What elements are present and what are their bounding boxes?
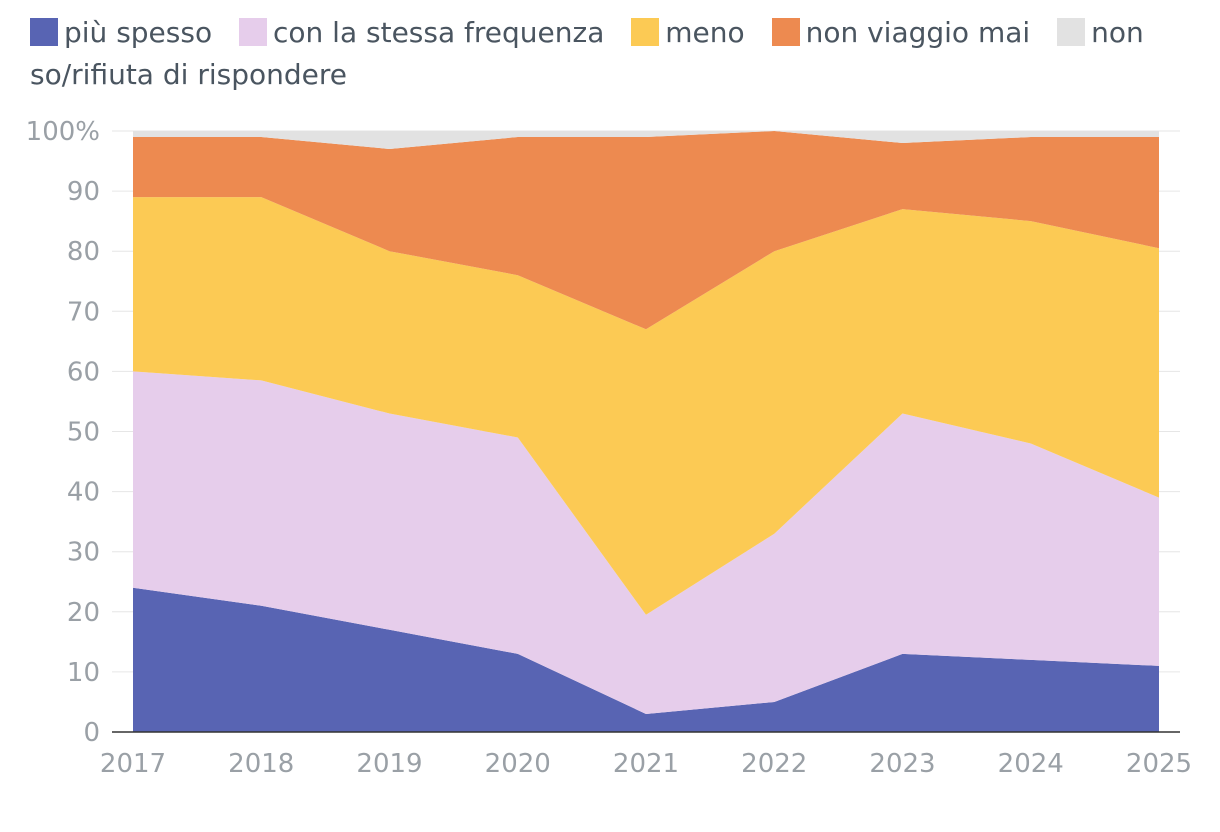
y-tick-label: 60: [67, 357, 100, 387]
area-series-0: [133, 587, 1159, 732]
legend: più spesso con la stessa frequenza meno …: [30, 12, 1200, 96]
legend-item: non so/rifiuta di rispondere: [30, 16, 1144, 91]
x-tick-label: 2022: [741, 749, 807, 779]
x-tick-label: 2021: [613, 749, 679, 779]
area-series-2: [133, 197, 1159, 615]
legend-swatch: [631, 18, 660, 46]
legend-label: più spesso: [64, 16, 213, 49]
legend-item: non viaggio mai: [771, 16, 1031, 49]
stacked-areas: [133, 131, 1159, 732]
y-tick-label: 20: [67, 598, 100, 628]
legend-label: non so/rifiuta di rispondere: [30, 16, 1144, 91]
y-tick-label: 70: [67, 297, 100, 327]
y-axis: 0 10 20 30 40 50 60 70 80 90 100%: [26, 117, 100, 748]
legend-swatch: [30, 18, 58, 46]
legend-swatch: [1057, 18, 1086, 46]
x-tick-label: 2019: [356, 749, 422, 779]
x-tick-label: 2024: [998, 749, 1064, 779]
y-tick-label: 50: [67, 418, 100, 448]
legend-swatch: [771, 18, 800, 46]
legend-item: più spesso: [30, 16, 212, 49]
x-axis: 2017 2018 2019 2020 2021 2022 2023 2024 2025: [100, 731, 1192, 779]
y-tick-label: 30: [67, 538, 100, 568]
y-tick-label: 0: [83, 718, 100, 748]
y-tick-label: 100%: [26, 117, 100, 147]
legend-swatch: [239, 18, 267, 46]
legend-item: meno: [631, 16, 745, 49]
x-tick-label: 2025: [1126, 749, 1192, 779]
legend-item: con la stessa frequenza: [239, 16, 604, 49]
x-tick-label: 2023: [869, 749, 935, 779]
area-series-3: [133, 131, 1159, 330]
y-tick-label: 10: [67, 658, 100, 688]
y-tick-label: 90: [67, 177, 100, 207]
y-tick-label: 40: [67, 478, 100, 508]
legend-label: non viaggio mai: [805, 16, 1031, 49]
area-series-4: [133, 131, 1159, 149]
x-tick-label: 2017: [100, 749, 166, 779]
y-tick-label: 80: [67, 237, 100, 267]
x-tick-label: 2020: [485, 749, 551, 779]
area-series-1: [133, 371, 1159, 714]
legend-label: meno: [665, 16, 745, 49]
x-tick-label: 2018: [228, 749, 294, 779]
legend-label: con la stessa frequenza: [273, 16, 605, 49]
